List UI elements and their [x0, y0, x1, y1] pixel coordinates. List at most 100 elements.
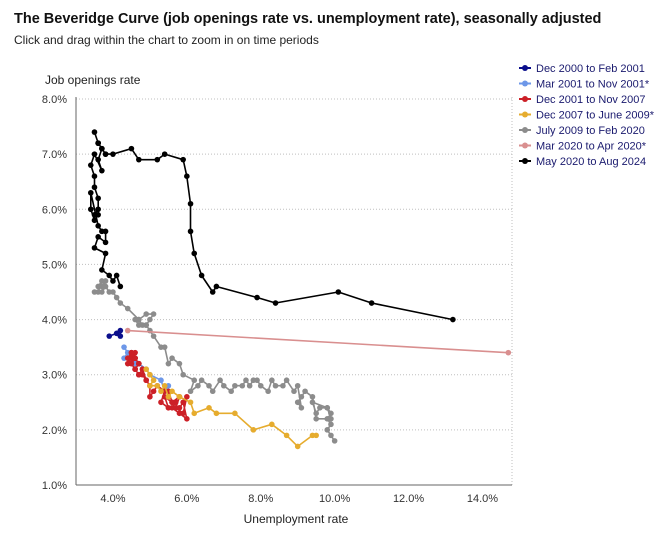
data-point[interactable] [250, 427, 257, 433]
data-point[interactable] [206, 405, 212, 411]
data-point[interactable] [165, 393, 172, 400]
data-point[interactable] [328, 432, 334, 439]
series-0[interactable] [106, 327, 124, 339]
data-point[interactable] [128, 349, 135, 356]
data-point[interactable] [169, 399, 175, 406]
data-point[interactable] [158, 388, 164, 395]
data-point[interactable] [217, 377, 223, 384]
data-point[interactable] [143, 322, 150, 328]
data-point[interactable] [99, 278, 105, 284]
data-point[interactable] [136, 371, 142, 378]
data-point[interactable] [150, 388, 157, 395]
data-point[interactable] [291, 388, 297, 395]
data-point[interactable] [184, 393, 190, 400]
data-point[interactable] [313, 416, 319, 422]
series-layer[interactable] [87, 129, 512, 450]
data-point[interactable] [150, 311, 157, 317]
legend-item[interactable]: Dec 2007 to June 2009* [519, 110, 655, 122]
data-point[interactable] [294, 443, 301, 450]
data-point[interactable] [283, 432, 290, 439]
data-point[interactable] [309, 399, 316, 406]
data-point[interactable] [113, 294, 120, 301]
data-point[interactable] [147, 371, 153, 378]
data-point[interactable] [232, 382, 238, 389]
data-point[interactable] [265, 388, 271, 395]
data-point[interactable] [117, 283, 124, 290]
data-point[interactable] [95, 223, 101, 229]
data-point[interactable] [121, 344, 127, 350]
data-point[interactable] [180, 410, 186, 417]
data-point[interactable] [132, 366, 138, 373]
series-6[interactable] [87, 129, 456, 323]
data-point[interactable] [335, 289, 342, 295]
data-point[interactable] [176, 360, 183, 367]
data-point[interactable] [128, 145, 135, 152]
data-point[interactable] [106, 333, 113, 339]
data-point[interactable] [184, 173, 190, 179]
data-point[interactable] [87, 206, 94, 213]
data-point[interactable] [95, 206, 101, 213]
data-point[interactable] [269, 421, 275, 428]
data-point[interactable] [450, 316, 456, 323]
data-point[interactable] [124, 360, 131, 367]
legend-item[interactable]: Mar 2020 to Apr 2020* [519, 141, 647, 153]
data-point[interactable] [324, 427, 331, 433]
data-point[interactable] [124, 305, 131, 312]
data-point[interactable] [91, 217, 98, 224]
data-point[interactable] [191, 410, 198, 417]
data-point[interactable] [187, 399, 194, 406]
data-point[interactable] [294, 399, 301, 406]
data-point[interactable] [91, 245, 98, 251]
data-point[interactable] [280, 382, 286, 389]
data-point[interactable] [165, 405, 172, 411]
data-point[interactable] [117, 333, 124, 339]
data-point[interactable] [95, 156, 101, 163]
data-point[interactable] [232, 410, 238, 417]
data-point[interactable] [187, 228, 194, 235]
data-point[interactable] [132, 355, 138, 361]
legend-item[interactable]: July 2009 to Feb 2020 [519, 125, 645, 137]
data-point[interactable] [136, 322, 142, 328]
data-point[interactable] [117, 327, 124, 334]
data-point[interactable] [180, 399, 186, 406]
data-point[interactable] [324, 405, 331, 411]
data-point[interactable] [243, 377, 249, 384]
data-point[interactable] [254, 294, 260, 301]
data-point[interactable] [87, 189, 94, 196]
data-point[interactable] [246, 382, 253, 389]
data-point[interactable] [213, 410, 220, 417]
data-point[interactable] [198, 377, 205, 384]
data-point[interactable] [505, 349, 512, 356]
data-point[interactable] [124, 327, 131, 334]
data-point[interactable] [95, 140, 101, 146]
data-point[interactable] [213, 283, 220, 290]
data-point[interactable] [298, 405, 305, 411]
data-point[interactable] [191, 377, 198, 384]
data-point[interactable] [209, 388, 216, 395]
data-point[interactable] [180, 156, 186, 163]
data-point[interactable] [143, 366, 150, 373]
data-point[interactable] [198, 272, 205, 279]
data-point[interactable] [169, 388, 175, 395]
data-point[interactable] [91, 151, 98, 157]
data-point[interactable] [110, 151, 116, 157]
data-point[interactable] [106, 272, 113, 279]
data-point[interactable] [158, 377, 164, 384]
data-point[interactable] [102, 151, 109, 157]
data-point[interactable] [206, 382, 212, 389]
data-point[interactable] [158, 399, 164, 406]
data-point[interactable] [143, 311, 150, 317]
data-point[interactable] [172, 405, 179, 411]
data-point[interactable] [143, 377, 150, 384]
legend-item[interactable]: Mar 2001 to Nov 2001* [519, 79, 650, 91]
data-point[interactable] [124, 355, 131, 361]
data-point[interactable] [257, 382, 264, 389]
data-point[interactable] [220, 382, 227, 389]
data-point[interactable] [161, 382, 168, 389]
data-point[interactable] [269, 377, 275, 384]
data-point[interactable] [191, 250, 198, 257]
data-point[interactable] [95, 195, 101, 202]
data-point[interactable] [95, 283, 101, 290]
data-point[interactable] [317, 405, 323, 411]
